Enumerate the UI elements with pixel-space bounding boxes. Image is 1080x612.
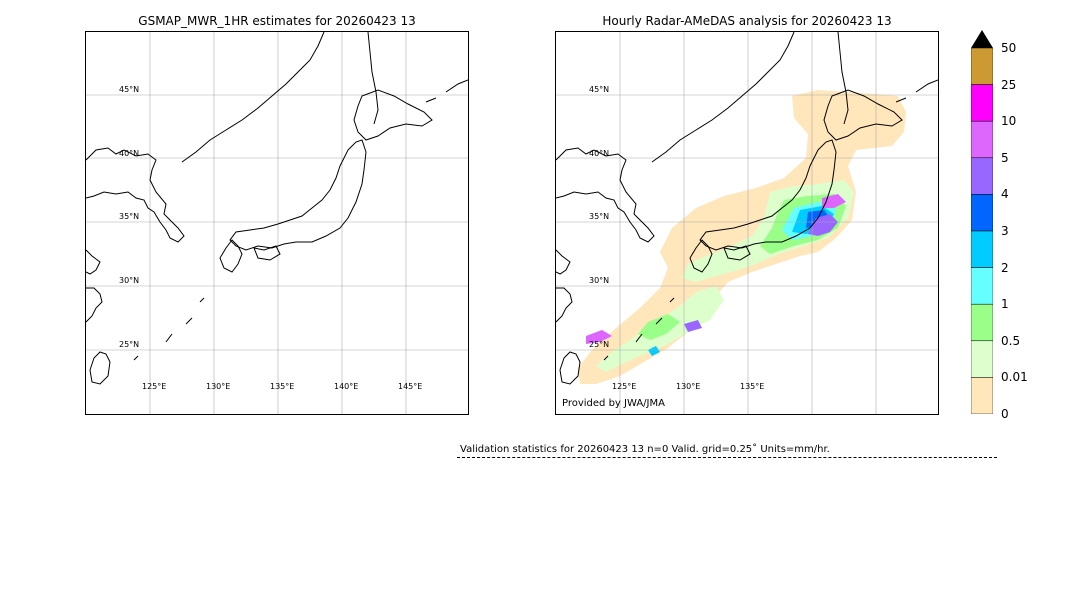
colorbar-tick-1: 1	[1001, 297, 1009, 311]
left-lon-label-145: 145°E	[398, 382, 423, 391]
right-lat-label-40: 40°N	[589, 149, 610, 158]
left-lat-label-45: 45°N	[119, 85, 140, 94]
right-map-graphic	[556, 32, 938, 414]
left-map-graphic	[86, 32, 468, 414]
validation-statistics: Validation statistics for 20260423 13 n=…	[460, 444, 830, 455]
left-lat-label-25: 25°N	[119, 340, 140, 349]
colorbar-tick-0.5: 0.5	[1001, 334, 1021, 348]
colorbar-band-0.5-1	[971, 303, 993, 342]
right-lat-label-25: 25°N	[589, 340, 610, 349]
colorbar-band-4-5	[971, 157, 993, 195]
colorbar-tick-4: 4	[1001, 187, 1009, 201]
precip-5-region-south	[684, 320, 702, 332]
right-map-title: Hourly Radar-AMeDAS analysis for 2026042…	[602, 14, 892, 28]
colorbar-band-10-25	[971, 84, 993, 122]
right-lon-label-135: 135°E	[740, 382, 765, 391]
colorbar-band-3-4	[971, 194, 993, 232]
right-coastlines	[556, 32, 938, 385]
precip-0.01-region	[578, 90, 906, 384]
colorbar-tick-0: 0	[1001, 407, 1009, 421]
colorbar	[971, 48, 993, 414]
colorbar-tick-5: 5	[1001, 151, 1009, 165]
colorbar-tick-25: 25	[1001, 78, 1017, 92]
precip-3-region-south	[648, 346, 660, 356]
right-lat-label-35: 35°N	[589, 212, 610, 221]
left-coastlines	[86, 32, 468, 385]
colorbar-tick-0.01: 0.01	[1001, 370, 1028, 384]
colorbar-tick-2: 2	[1001, 261, 1009, 275]
right-lat-label-30: 30°N	[589, 276, 610, 285]
left-lon-label-135: 135°E	[270, 382, 295, 391]
colorbar-graphic	[971, 48, 993, 414]
left-map-title: GSMAP_MWR_1HR estimates for 20260423 13	[138, 14, 416, 28]
left-lon-label-140: 140°E	[334, 382, 359, 391]
right-lat-label-45: 45°N	[589, 85, 610, 94]
left-lat-label-30: 30°N	[119, 276, 140, 285]
colorbar-tick-10: 10	[1001, 114, 1017, 128]
validation-divider	[457, 457, 997, 458]
precipitation-field	[578, 90, 906, 384]
colorbar-band-0.01-0.5	[971, 340, 993, 378]
colorbar-band-25-50	[971, 48, 993, 85]
precip-5-region	[808, 214, 838, 236]
colorbar-extend-arrow	[971, 30, 993, 48]
left-graticule	[86, 32, 468, 414]
left-lat-label-35: 35°N	[119, 212, 140, 221]
right-lon-label-125: 125°E	[612, 382, 637, 391]
left-lon-label-125: 125°E	[142, 382, 167, 391]
left-lon-label-130: 130°E	[206, 382, 231, 391]
right-graticule	[556, 32, 938, 414]
colorbar-band-1-2	[971, 267, 993, 305]
data-credit: Provided by JWA/JMA	[562, 398, 665, 409]
colorbar-band-0-0.01	[971, 377, 993, 414]
colorbar-tick-50: 50	[1001, 41, 1017, 55]
right-map-panel: 45°N 40°N 35°N 30°N 25°N 125°E 130°E 135…	[555, 31, 939, 415]
precip-10-region-south	[586, 330, 612, 344]
colorbar-band-2-3	[971, 230, 993, 268]
colorbar-tick-3: 3	[1001, 224, 1009, 238]
precip-1-region-south	[638, 314, 680, 340]
left-map-panel: 45°N 40°N 35°N 30°N 25°N 125°E 130°E 135…	[85, 31, 469, 415]
colorbar-band-5-10	[971, 120, 993, 159]
right-lon-label-130: 130°E	[676, 382, 701, 391]
left-lat-label-40: 40°N	[119, 149, 140, 158]
